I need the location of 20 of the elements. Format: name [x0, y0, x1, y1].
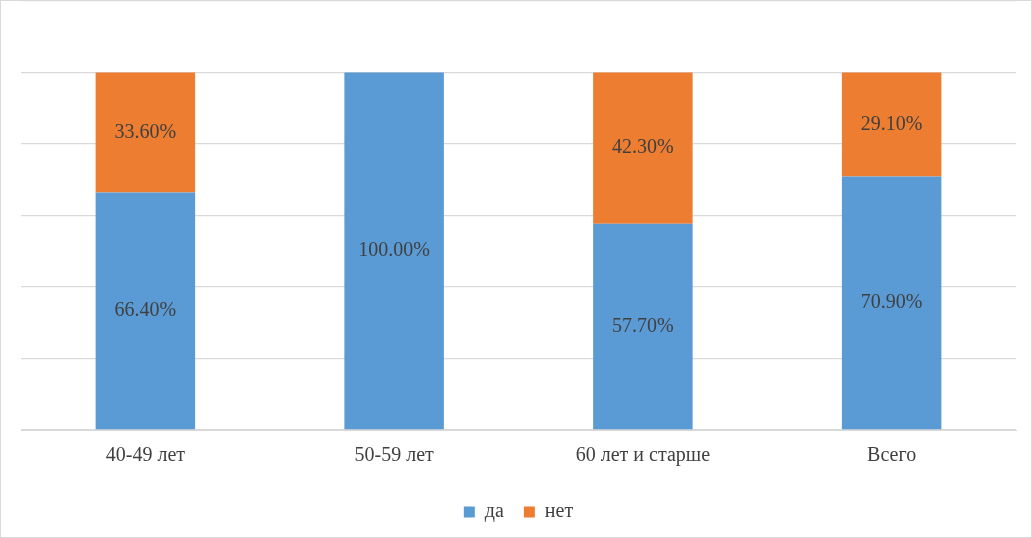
data-label: 33.60%	[114, 119, 177, 142]
bar	[593, 223, 693, 430]
data-label: 66.40%	[114, 298, 177, 321]
x-tick-label: 40-49 лет	[105, 443, 186, 466]
data-label: 29.10%	[860, 111, 923, 134]
x-tick-label: Всего	[867, 443, 917, 466]
data-label: 70.90%	[860, 290, 923, 313]
data-label: 100.00%	[358, 238, 430, 261]
x-tick-label: 50-59 лет	[354, 443, 435, 466]
bar	[344, 72, 444, 430]
bar	[841, 176, 942, 430]
bar	[841, 72, 942, 177]
data-label: 42.30%	[612, 135, 674, 158]
data-label: 57.70%	[612, 313, 674, 336]
legend-label: нет	[544, 499, 574, 522]
bar	[593, 72, 693, 224]
x-tick-label: 60 лет и старше	[575, 443, 711, 467]
bar	[95, 72, 196, 193]
legend-label: да	[484, 499, 504, 523]
bar	[95, 192, 196, 430]
